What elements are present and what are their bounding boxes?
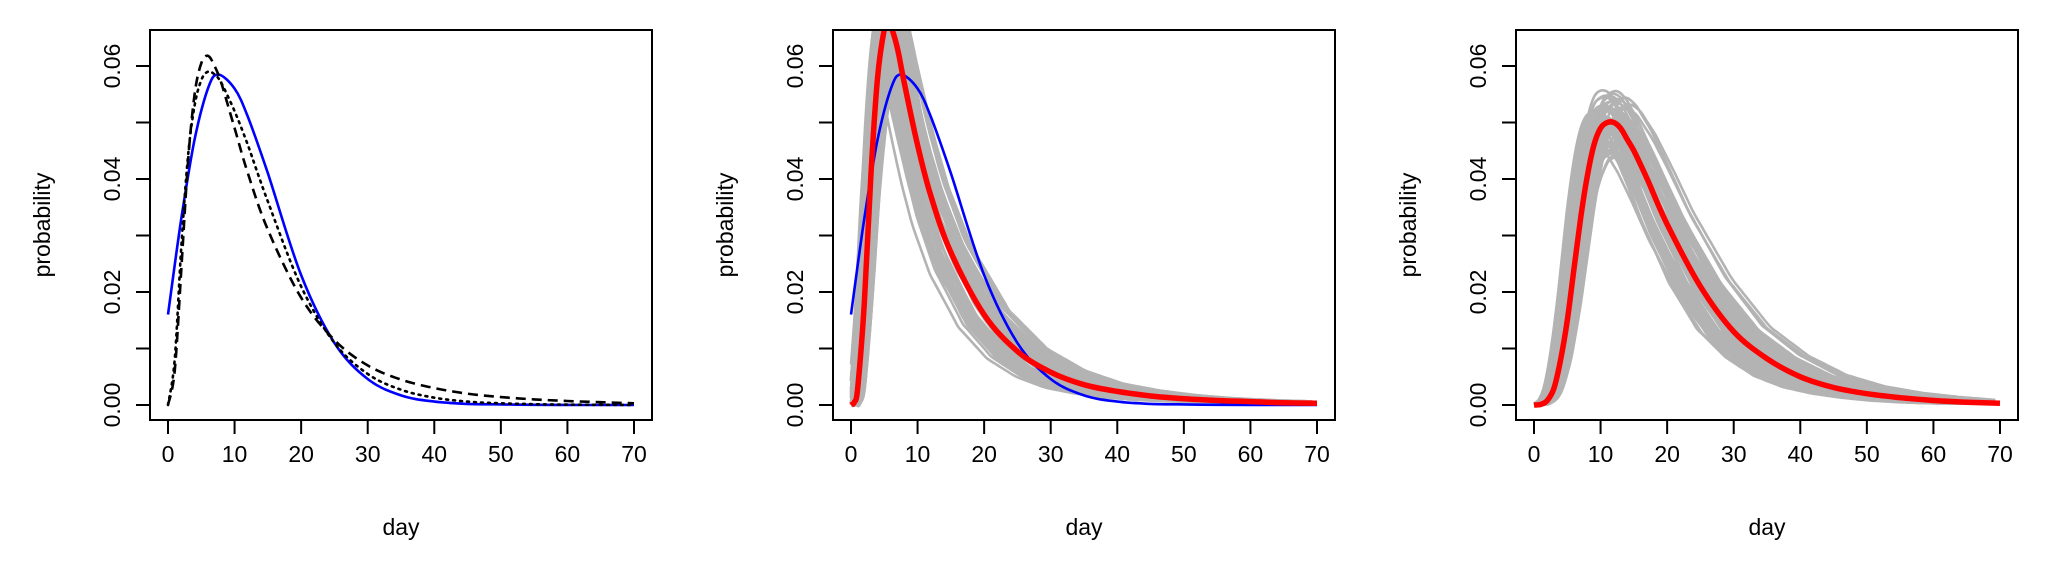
y-tick-label: 0.02	[1465, 270, 1491, 315]
x-tick-label: 70	[621, 441, 647, 467]
y-tick-label: 0.04	[1465, 156, 1491, 201]
x-tick-label: 60	[1921, 441, 1947, 467]
y-axis-label: probability	[712, 172, 738, 277]
y-axis-label: probability	[29, 172, 55, 277]
x-axis-label: day	[1065, 514, 1103, 540]
y-axis-label: probability	[1395, 172, 1421, 277]
panel-2: 0 10 20 30 40 50 60 70 0.00 0.02 0.04 0.06 day probab…	[712, 29, 1336, 540]
x-tick-label: 60	[555, 441, 581, 467]
x-tick-label: 40	[1787, 441, 1813, 467]
panel-1: 0 10 20 30 40 50 60 70 0.00 0.02 0.04 0.06 day probab…	[29, 29, 653, 540]
x-axis-label: day	[1748, 514, 1786, 540]
x-tick-label: 0	[845, 441, 858, 467]
series-line-2	[849, 30, 1318, 408]
plot-area	[849, 30, 1318, 408]
x-axis-label: day	[382, 514, 420, 540]
gray-curve	[1533, 118, 1996, 407]
x-tick-label: 40	[421, 441, 447, 467]
x-tick-label: 30	[1721, 441, 1747, 467]
y-tick-label: 0.04	[99, 156, 125, 201]
x-tick-label: 0	[1528, 441, 1541, 467]
y-tick-label: 0.06	[782, 44, 808, 89]
y-tick-label: 0.02	[782, 270, 808, 315]
plot-area	[1533, 89, 2001, 408]
gray-curve	[1533, 126, 1996, 407]
x-tick-label: 20	[1654, 441, 1680, 467]
x-tick-label: 30	[1038, 441, 1064, 467]
x-tick-label: 40	[1104, 441, 1130, 467]
series-line-2	[166, 54, 635, 406]
x-tick-label: 60	[1238, 441, 1264, 467]
x-tick-label: 70	[1987, 441, 2013, 467]
x-tick-label: 50	[1171, 441, 1197, 467]
x-tick-label: 20	[971, 441, 997, 467]
x-tick-label: 50	[1854, 441, 1880, 467]
x-tick-label: 20	[288, 441, 314, 467]
y-tick-label: 0.06	[99, 44, 125, 89]
y-tick-label: 0.04	[782, 156, 808, 201]
panel-3: 0 10 20 30 40 50 60 70 0.00 0.02 0.04 0.06 day probab…	[1395, 29, 2019, 540]
series-line-1	[849, 73, 1317, 407]
y-tick-label: 0.00	[1465, 383, 1491, 428]
gray-curve	[1534, 152, 1996, 407]
y-tick-label: 0.06	[1465, 44, 1491, 89]
series-line-1	[166, 73, 634, 407]
y-tick-label: 0.00	[782, 383, 808, 428]
x-tick-label: 0	[162, 441, 175, 467]
series-line-1	[1533, 119, 2001, 408]
x-tick-label: 70	[1304, 441, 1330, 467]
plot-area	[166, 54, 636, 407]
x-tick-label: 10	[222, 441, 248, 467]
y-tick-label: 0.00	[99, 383, 125, 428]
x-tick-label: 10	[905, 441, 931, 467]
x-tick-label: 10	[1588, 441, 1614, 467]
gray-curves	[849, 30, 1313, 408]
x-tick-label: 50	[488, 441, 514, 467]
x-tick-label: 30	[355, 441, 381, 467]
y-tick-label: 0.02	[99, 270, 125, 315]
series-line-3	[166, 70, 636, 407]
